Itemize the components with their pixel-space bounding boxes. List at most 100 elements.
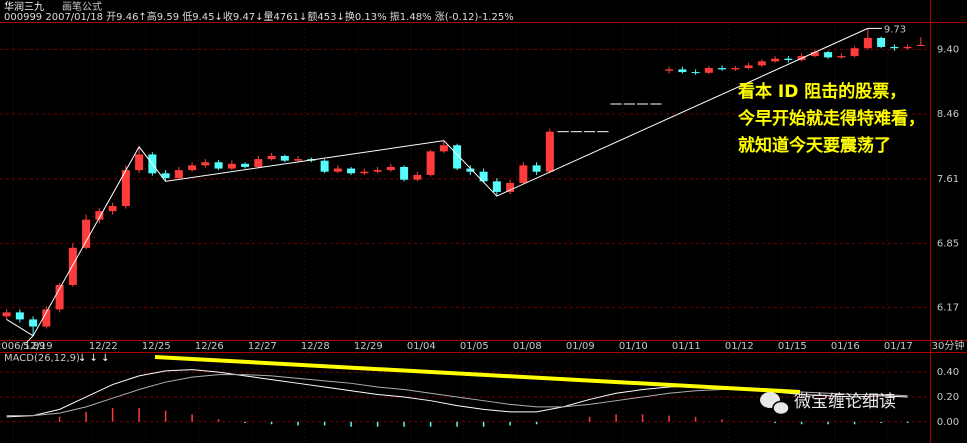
period-label: 30分钟	[932, 339, 965, 352]
candle-body	[161, 173, 170, 179]
candle-body	[519, 165, 528, 183]
y-tick-label: 7.61	[937, 174, 959, 185]
candle-body	[545, 131, 554, 172]
candle-body	[254, 159, 263, 167]
candle-body	[280, 156, 289, 161]
x-tick-label: 01/04	[407, 341, 436, 352]
x-tick-label: 2006/12/19	[0, 341, 53, 352]
candle-body	[665, 69, 674, 71]
y-tick-label: 6.85	[937, 238, 959, 249]
candle-body	[108, 206, 117, 212]
x-tick-label: 12/27	[248, 341, 277, 352]
x-tick-label: 12/29	[354, 341, 383, 352]
candle-body	[492, 181, 501, 192]
candle-body	[837, 56, 846, 58]
candle-body	[453, 145, 462, 169]
candle-body	[95, 211, 104, 220]
candle-body	[227, 163, 236, 169]
candle-body	[532, 165, 541, 172]
candle-body	[267, 156, 276, 160]
annotation-line: 看本 ID 阻击的股票，	[737, 81, 906, 102]
candle-body	[691, 72, 700, 74]
watermark: 微宝缠论细读	[794, 392, 896, 412]
candle-body	[850, 48, 859, 57]
candle-body	[479, 171, 488, 182]
candle-body	[68, 247, 77, 285]
candle-body	[704, 68, 713, 73]
formula-name: 画笔公式	[62, 0, 102, 13]
y-tick-label: 0.00	[937, 417, 959, 428]
candle-body	[916, 44, 925, 46]
low-label: 5.89	[23, 341, 45, 352]
candle-body	[55, 284, 64, 310]
candle-body	[201, 162, 210, 166]
candle-body	[757, 61, 766, 66]
candle-body	[174, 170, 183, 179]
quote-info: 000999 2007/01/18 开9.46↑高9.59 低9.45↓收9.4…	[4, 10, 514, 23]
x-tick-label: 01/11	[672, 341, 701, 352]
candle-body	[890, 46, 899, 49]
x-tick-label: 12/25	[142, 341, 171, 352]
candle-body	[863, 37, 872, 49]
candle-body	[347, 168, 356, 174]
y-tick-label: 9.40	[937, 45, 959, 56]
plot: 9.40 8.46 7.61 6.85 6.17 2006/12/19 12/22 12/25…	[0, 24, 959, 443]
candle-body	[466, 168, 475, 172]
candle-body	[426, 151, 435, 175]
candle-body	[744, 65, 753, 69]
y-tick-label: 6.17	[937, 302, 959, 313]
candle-body	[810, 52, 819, 57]
candle-body	[506, 182, 515, 192]
y-tick-label: 0.20	[937, 392, 959, 403]
candle-body	[678, 69, 687, 73]
candle-body	[784, 58, 793, 61]
annotation-line: 今早开始就走得特难看，	[738, 108, 925, 129]
candle-body	[82, 219, 91, 248]
x-tick-label: 01/10	[619, 341, 648, 352]
candle-body	[320, 160, 329, 172]
candle-body	[333, 168, 342, 172]
x-tick-label: 01/12	[725, 341, 754, 352]
candle-body	[121, 170, 130, 207]
macd-arrows: ↓ ↓ ↓	[78, 353, 110, 364]
x-tick-label: 01/15	[778, 341, 807, 352]
candle-body	[413, 174, 422, 180]
x-tick-label: 01/08	[513, 341, 542, 352]
y-tick-label: 8.46	[937, 109, 959, 120]
candle-body	[2, 312, 11, 317]
candle-body	[294, 159, 303, 161]
x-tick-label: 01/05	[460, 341, 489, 352]
high-label: 9.73	[884, 24, 906, 35]
candle-body	[15, 312, 24, 320]
candle-body	[877, 37, 886, 47]
x-tick-label: 12/22	[89, 341, 118, 352]
x-tick-label: 01/16	[831, 341, 860, 352]
candle-body	[360, 171, 369, 174]
candle-body	[439, 145, 448, 152]
candle-body	[771, 58, 780, 62]
x-tick-label: 01/17	[884, 341, 913, 352]
stock-name: 华润三九	[4, 0, 44, 13]
x-tick-label: 12/26	[195, 341, 224, 352]
watermark-icon	[760, 392, 790, 416]
y-tick-label: 0.40	[937, 367, 959, 378]
candle-body	[824, 52, 833, 58]
candle-body	[400, 166, 409, 180]
candle-body	[903, 46, 912, 49]
low-pointer	[26, 335, 34, 343]
x-tick-label: 12/28	[301, 341, 330, 352]
candle-body	[42, 309, 51, 327]
candle-body	[718, 68, 727, 70]
candle-body	[241, 163, 250, 167]
candle-body	[731, 68, 740, 70]
trend-annotation	[154, 355, 801, 394]
x-tick-label: 01/09	[566, 341, 595, 352]
macd-title: MACD(26,12,9)	[4, 353, 80, 364]
candle-body	[214, 162, 223, 169]
annotation-line: 就知道今天要震荡了	[738, 135, 891, 156]
candle-body	[188, 165, 197, 171]
candle-body	[135, 154, 144, 171]
